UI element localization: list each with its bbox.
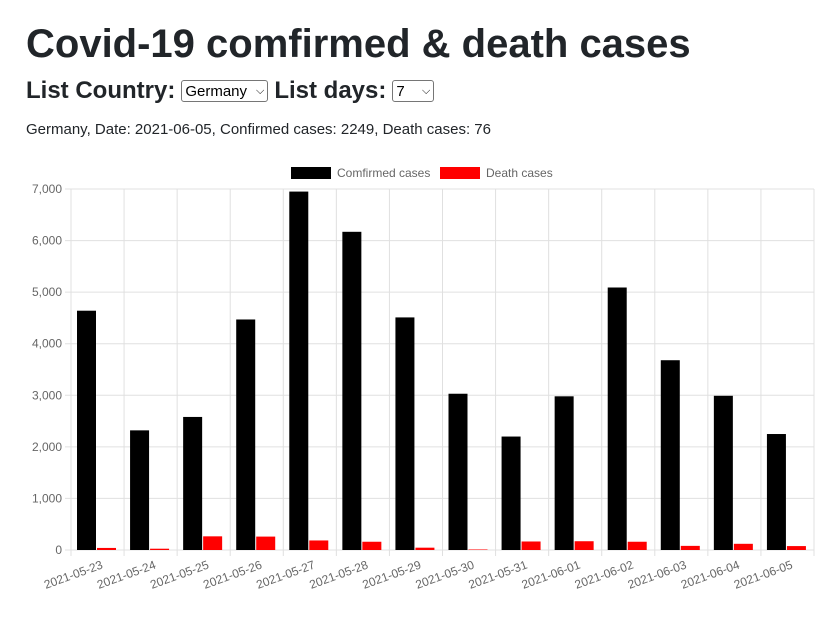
death-bar [415,547,435,550]
summary-text: Germany, Date: 2021-06-05, Confirmed cas… [26,121,491,138]
chevron-down-icon: ⌵ [255,84,265,97]
death-bar [362,541,382,550]
death-bar [468,549,488,550]
confirmed-bar [660,360,680,550]
y-tick-label: 6,000 [32,234,62,248]
x-tick-label: 2021-05-29 [361,558,424,592]
death-bar [574,541,594,550]
confirmed-bar [289,191,309,551]
death-bar [150,548,170,550]
y-tick-label: 3,000 [32,388,62,402]
days-select-value: 7 [396,82,405,100]
x-tick-label: 2021-05-30 [414,558,477,592]
x-tick-label: 2021-06-04 [679,558,742,592]
death-bar [97,547,116,550]
country-select[interactable]: Germany ⌵ [181,80,269,102]
x-tick-label: 2021-05-25 [148,558,211,592]
x-tick-label: 2021-05-24 [95,558,158,592]
days-label: List days: [274,77,387,104]
x-tick-label: 2021-06-05 [732,558,795,592]
x-tick-label: 2021-05-23 [42,558,105,592]
confirmed-bar [554,396,574,550]
confirmed-bar [77,310,96,550]
death-bar [203,536,223,550]
confirmed-bar [183,416,203,550]
country-label: List Country: [26,77,176,104]
confirmed-bar [766,434,786,550]
death-bar [680,545,700,550]
death-bar [256,536,276,550]
confirmed-bar [342,231,362,550]
legend-swatch [440,167,480,179]
y-tick-label: 0 [55,543,62,557]
confirmed-bar [501,436,521,550]
confirmed-bar [130,430,150,550]
x-tick-label: 2021-06-01 [520,558,583,592]
legend-swatch [291,167,331,179]
y-tick-label: 4,000 [32,337,62,351]
death-bar [521,541,541,550]
x-tick-label: 2021-05-26 [201,558,264,592]
death-bar [733,543,753,550]
chevron-down-icon: ⌵ [422,84,431,97]
country-select-value: Germany [185,82,248,100]
death-bar [627,541,647,550]
filter-controls: List Country: Germany ⌵ List days: 7 ⌵ [26,76,440,106]
x-tick-label: 2021-05-31 [467,558,530,592]
confirmed-bar [713,395,733,550]
y-tick-label: 2,000 [32,440,62,454]
bar-chart: 0 1,000 2,000 3,000 4,000 5,000 6,000 7,000 2021… [32,166,815,592]
confirmed-bar [236,319,256,550]
confirmed-bar [448,393,468,550]
confirmed-bar [607,287,627,550]
legend-label: Death cases [486,166,553,180]
death-bar [309,540,329,550]
days-select[interactable]: 7 ⌵ [392,80,435,102]
confirmed-bar [395,317,415,550]
death-bar [786,546,806,550]
y-tick-label: 5,000 [32,285,62,299]
x-tick-label: 2021-06-03 [626,558,689,592]
legend-label: Comfirmed cases [337,166,430,180]
x-tick-label: 2021-06-02 [573,558,636,592]
x-tick-label: 2021-05-27 [254,558,317,592]
y-tick-label: 1,000 [32,491,62,505]
x-tick-label: 2021-05-28 [307,558,370,592]
page-title: Covid-19 comfirmed & death cases [26,22,691,66]
y-tick-label: 7,000 [32,182,62,196]
